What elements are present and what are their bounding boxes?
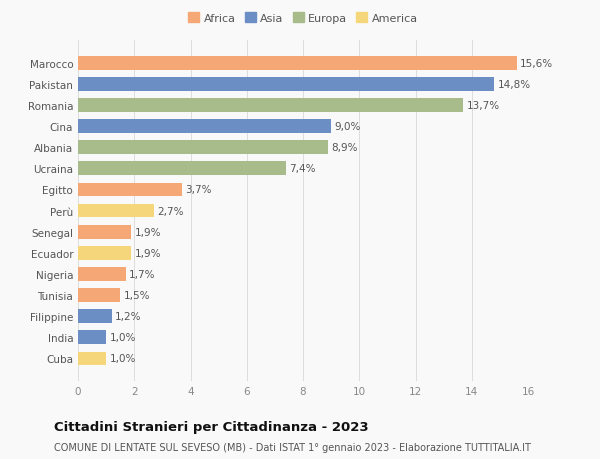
Text: Cittadini Stranieri per Cittadinanza - 2023: Cittadini Stranieri per Cittadinanza - 2… (54, 420, 368, 433)
Text: 1,9%: 1,9% (135, 248, 161, 258)
Text: 3,7%: 3,7% (185, 185, 212, 195)
Bar (78, 310, 112, 324)
Text: 8,9%: 8,9% (332, 143, 358, 153)
Bar (78, 352, 106, 365)
Bar (78, 331, 106, 344)
Bar (78, 57, 517, 70)
Bar (78, 204, 154, 218)
Text: COMUNE DI LENTATE SUL SEVESO (MB) - Dati ISTAT 1° gennaio 2023 - Elaborazione TU: COMUNE DI LENTATE SUL SEVESO (MB) - Dati… (54, 442, 531, 452)
Bar (78, 141, 328, 155)
Bar (78, 268, 126, 281)
Text: 14,8%: 14,8% (497, 80, 531, 90)
Bar (78, 78, 494, 91)
Bar (78, 183, 182, 197)
Bar (78, 289, 120, 302)
Bar (78, 246, 131, 260)
Text: 13,7%: 13,7% (467, 101, 500, 111)
Text: 1,2%: 1,2% (115, 312, 142, 321)
Text: 7,4%: 7,4% (290, 164, 316, 174)
Text: 1,0%: 1,0% (110, 333, 136, 342)
Legend: Africa, Asia, Europa, America: Africa, Asia, Europa, America (188, 13, 418, 24)
Bar (78, 99, 463, 112)
Text: 1,5%: 1,5% (124, 291, 150, 301)
Text: 9,0%: 9,0% (335, 122, 361, 132)
Text: 15,6%: 15,6% (520, 59, 553, 68)
Bar (78, 120, 331, 134)
Bar (78, 162, 286, 176)
Text: 1,0%: 1,0% (110, 354, 136, 364)
Bar (78, 225, 131, 239)
Text: 1,7%: 1,7% (129, 269, 155, 280)
Text: 1,9%: 1,9% (135, 227, 161, 237)
Text: 2,7%: 2,7% (157, 206, 184, 216)
